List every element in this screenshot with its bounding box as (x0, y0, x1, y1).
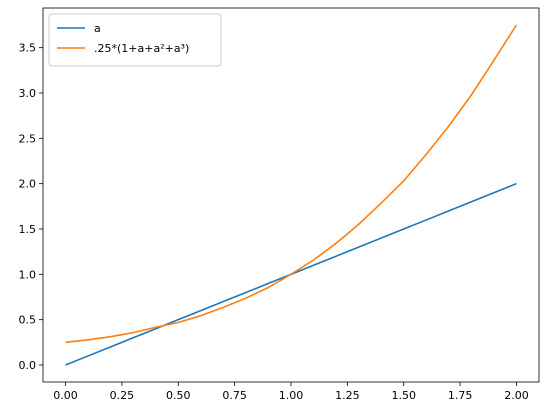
legend-label-2: .25*(1+a+a²+a³) (94, 42, 189, 55)
legend-label-1: a (94, 22, 101, 35)
x-tick-label: 0.75 (222, 389, 247, 402)
plot-area (42, 7, 540, 383)
y-tick-label: 3.0 (19, 87, 37, 100)
y-tick-label: 1.5 (19, 223, 37, 236)
x-tick-label: 1.75 (448, 389, 473, 402)
series-layer (65, 24, 518, 366)
y-tick-label: 3.5 (19, 42, 37, 55)
x-tick-label: 1.50 (391, 389, 416, 402)
y-tick-label: 2.0 (19, 178, 37, 191)
legend-box (48, 13, 222, 67)
y-tick-label: 0.0 (19, 359, 37, 372)
x-tick-label: 1.25 (335, 389, 360, 402)
x-axis: 0.00 0.25 0.50 0.75 1.00 1.25 1.50 1.75 2.00 (53, 382, 529, 402)
y-tick-label: 0.5 (19, 314, 37, 327)
x-tick-label: 0.25 (110, 389, 135, 402)
legend: a .25*(1+a+a²+a³) (48, 13, 222, 67)
axes-frame (42, 7, 540, 383)
y-tick-label: 1.0 (19, 268, 37, 281)
y-axis: 0.0 0.5 1.0 1.5 2.0 2.5 3.0 3.5 (19, 42, 43, 372)
series-line-2 (65, 24, 518, 344)
x-tick-label: 1.00 (279, 389, 304, 402)
y-tick-label: 2.5 (19, 132, 37, 145)
x-tick-label: 0.00 (53, 389, 78, 402)
x-tick-label: 0.50 (166, 389, 191, 402)
x-tick-label: 2.00 (504, 389, 529, 402)
